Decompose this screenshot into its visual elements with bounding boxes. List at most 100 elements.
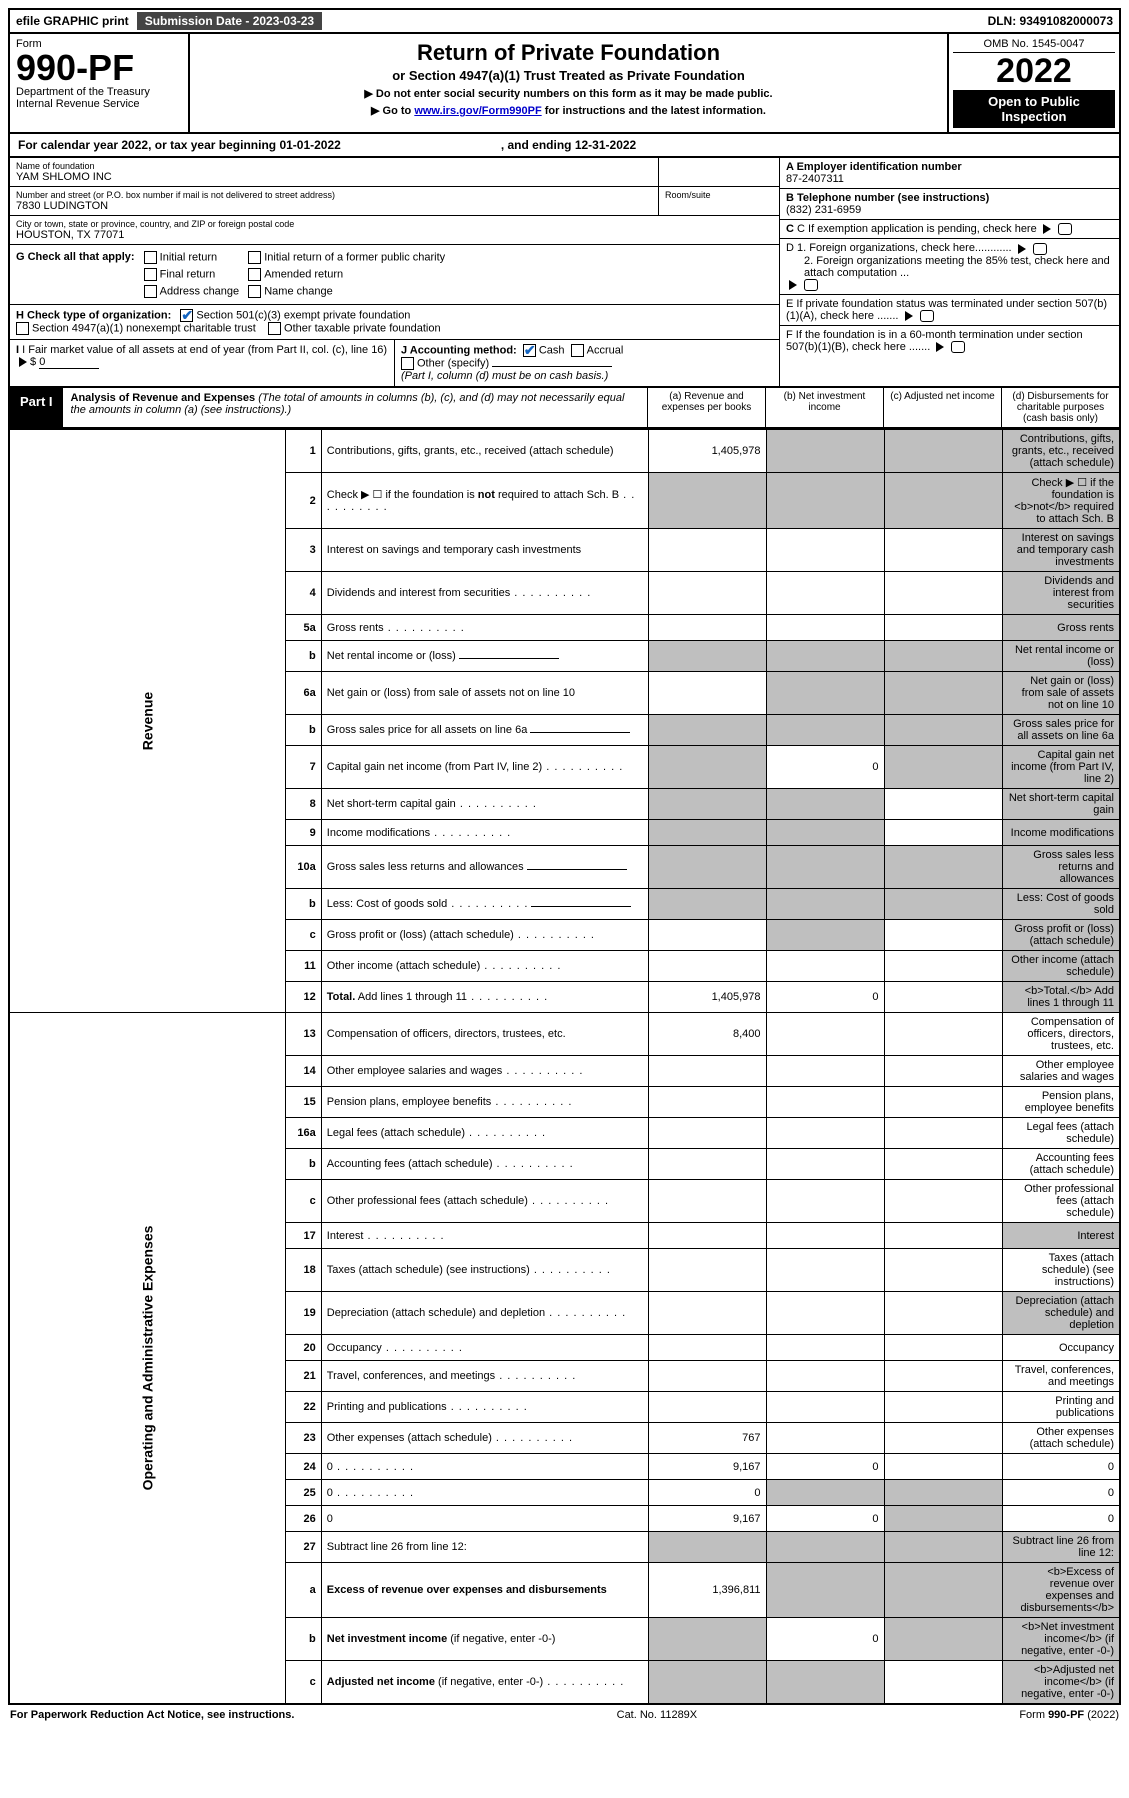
cell-a: 767 [648, 1423, 766, 1454]
line-num: 9 [285, 820, 321, 846]
cell-b [766, 1249, 884, 1292]
name-label: Name of foundation [16, 161, 652, 171]
line-desc: Net investment income (if negative, ente… [321, 1618, 648, 1661]
cell-b [766, 1532, 884, 1563]
cell-c [884, 715, 1002, 746]
chk-other-method[interactable] [401, 357, 414, 370]
cell-d: Less: Cost of goods sold [1002, 889, 1120, 920]
note1: ▶ Do not enter social security numbers o… [200, 87, 937, 100]
chk-final[interactable] [144, 268, 157, 281]
cell-a [648, 1361, 766, 1392]
line-num: 19 [285, 1292, 321, 1335]
line-desc: Other expenses (attach schedule) [321, 1423, 648, 1454]
chk-initial[interactable] [144, 251, 157, 264]
cell-b [766, 1361, 884, 1392]
section-i: I I Fair market value of all assets at e… [10, 340, 395, 386]
cell-a [648, 1661, 766, 1705]
cell-a: 1,396,811 [648, 1563, 766, 1618]
cell-d: Interest on savings and temporary cash i… [1002, 529, 1120, 572]
cell-b [766, 920, 884, 951]
cell-d: Gross profit or (loss) (attach schedule) [1002, 920, 1120, 951]
chk-amended[interactable] [248, 268, 261, 281]
cell-a [648, 1335, 766, 1361]
cell-c [884, 846, 1002, 889]
cell-b [766, 820, 884, 846]
chk-other-taxable[interactable] [268, 322, 281, 335]
fmv-value: 0 [39, 356, 99, 369]
line-num: 22 [285, 1392, 321, 1423]
cell-b [766, 1056, 884, 1087]
line-desc: Gross rents [321, 615, 648, 641]
line-desc: Taxes (attach schedule) (see instruction… [321, 1249, 648, 1292]
line-desc: Accounting fees (attach schedule) [321, 1149, 648, 1180]
cell-c [884, 982, 1002, 1013]
chk-e[interactable] [920, 310, 934, 322]
chk-d1[interactable] [1033, 243, 1047, 255]
cell-a: 1,405,978 [648, 430, 766, 473]
cell-b [766, 1423, 884, 1454]
dept: Department of the Treasury [16, 86, 182, 98]
chk-4947[interactable] [16, 322, 29, 335]
line-num: 5a [285, 615, 321, 641]
cell-d: Net short-term capital gain [1002, 789, 1120, 820]
cell-c [884, 529, 1002, 572]
cell-c [884, 1118, 1002, 1149]
cell-a [648, 1223, 766, 1249]
cell-d: Income modifications [1002, 820, 1120, 846]
line-num: 7 [285, 746, 321, 789]
note2: ▶ Go to www.irs.gov/Form990PF for instru… [200, 104, 937, 117]
cell-d: Travel, conferences, and meetings [1002, 1361, 1120, 1392]
line-num: b [285, 641, 321, 672]
chk-f[interactable] [951, 341, 965, 353]
cell-c [884, 1392, 1002, 1423]
address: 7830 LUDINGTON [16, 200, 652, 212]
cell-d: Accounting fees (attach schedule) [1002, 1149, 1120, 1180]
chk-cash[interactable] [523, 344, 536, 357]
line-desc: Depreciation (attach schedule) and deple… [321, 1292, 648, 1335]
line-desc: Adjusted net income (if negative, enter … [321, 1661, 648, 1705]
efile-label: efile GRAPHIC print [16, 14, 129, 28]
irs-link[interactable]: www.irs.gov/Form990PF [414, 105, 541, 117]
chk-namechange[interactable] [248, 285, 261, 298]
cell-b [766, 1180, 884, 1223]
line-num: 26 [285, 1506, 321, 1532]
city: HOUSTON, TX 77071 [16, 229, 773, 241]
cell-b [766, 672, 884, 715]
line-desc: Gross profit or (loss) (attach schedule) [321, 920, 648, 951]
line-desc: Dividends and interest from securities [321, 572, 648, 615]
col-b: (b) Net investment income [765, 388, 883, 427]
chk-initial-former[interactable] [248, 251, 261, 264]
line-num: 24 [285, 1454, 321, 1480]
cell-b [766, 789, 884, 820]
a-label: A Employer identification number [786, 161, 962, 173]
submission-date: Submission Date - 2023-03-23 [137, 12, 322, 30]
cell-c [884, 1087, 1002, 1118]
cell-c [884, 1661, 1002, 1705]
cell-d: Net rental income or (loss) [1002, 641, 1120, 672]
line-num: 16a [285, 1118, 321, 1149]
cell-b [766, 1480, 884, 1506]
chk-c[interactable] [1058, 223, 1072, 235]
cell-a [648, 951, 766, 982]
cell-b [766, 1563, 884, 1618]
city-label: City or town, state or province, country… [16, 219, 773, 229]
line-desc: Less: Cost of goods sold [321, 889, 648, 920]
cell-a [648, 641, 766, 672]
chk-501c3[interactable] [180, 309, 193, 322]
cell-d: Legal fees (attach schedule) [1002, 1118, 1120, 1149]
table-row: Operating and Administrative Expenses13C… [9, 1013, 1120, 1056]
chk-accrual[interactable] [571, 344, 584, 357]
title: Return of Private Foundation [200, 40, 937, 66]
line-desc: Excess of revenue over expenses and disb… [321, 1563, 648, 1618]
chk-address[interactable] [144, 285, 157, 298]
chk-d2[interactable] [804, 279, 818, 291]
cell-d: Other income (attach schedule) [1002, 951, 1120, 982]
cell-c [884, 1423, 1002, 1454]
cell-b [766, 1223, 884, 1249]
cell-d: Gross sales less returns and allowances [1002, 846, 1120, 889]
line-num: 17 [285, 1223, 321, 1249]
line-desc: Other employee salaries and wages [321, 1056, 648, 1087]
line-desc: Capital gain net income (from Part IV, l… [321, 746, 648, 789]
cell-c [884, 1506, 1002, 1532]
cell-c [884, 641, 1002, 672]
